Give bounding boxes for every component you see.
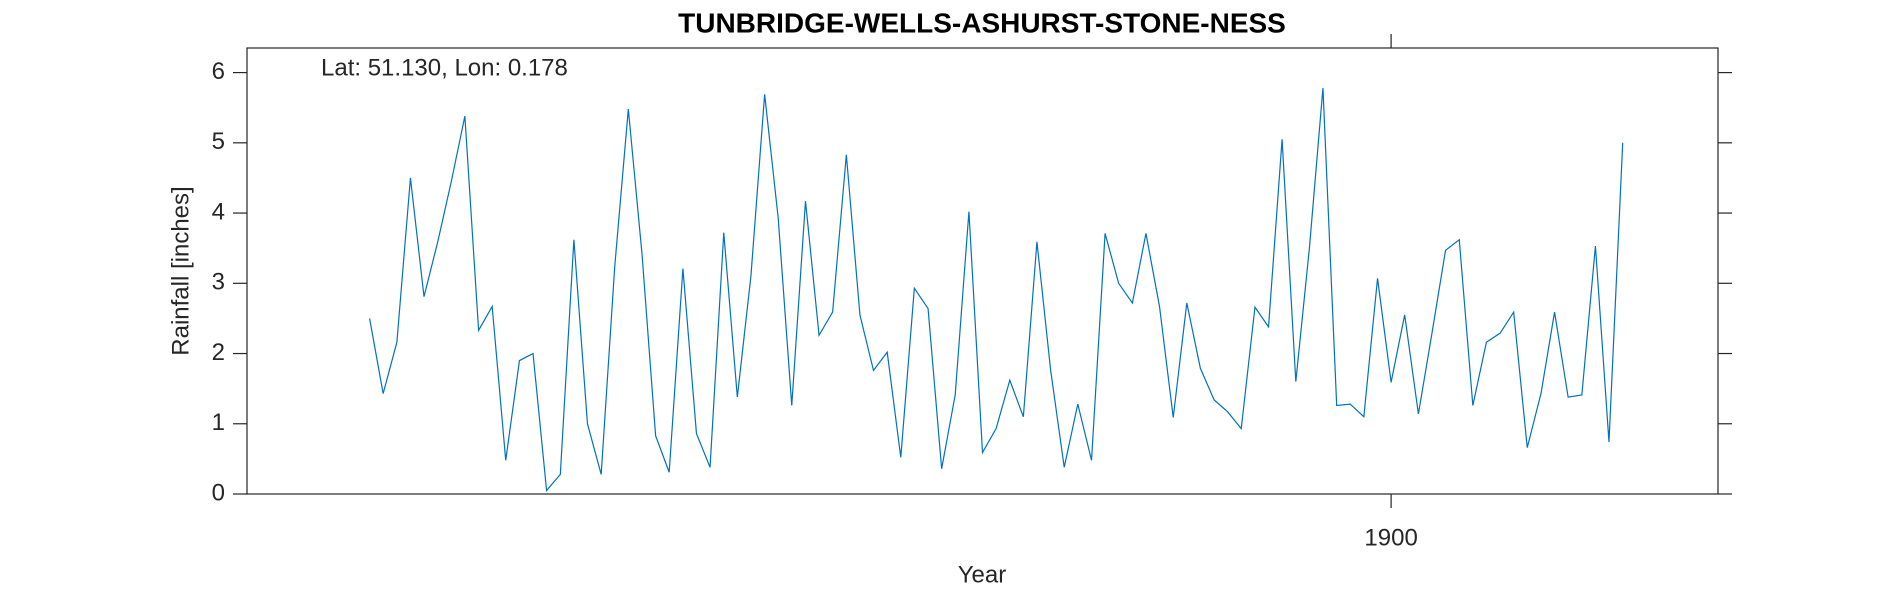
y-tick-label: 0 xyxy=(212,479,225,506)
x-tick-label: 1900 xyxy=(1364,524,1417,551)
data-line xyxy=(368,87,1624,492)
y-tick-label: 6 xyxy=(212,58,225,85)
y-tick-label: 4 xyxy=(212,198,225,225)
y-tick-label: 5 xyxy=(212,128,225,155)
y-tick-label: 2 xyxy=(212,339,225,366)
axes-box xyxy=(246,47,1719,495)
x-axis-label: Year xyxy=(958,561,1007,588)
y-tick-label: 1 xyxy=(212,409,225,436)
chart-title: TUNBRIDGE-WELLS-ASHURST-STONE-NESS xyxy=(678,7,1286,38)
annotation: Lat: 51.130, Lon: 0.178 xyxy=(321,54,568,81)
y-tick-label: 3 xyxy=(212,269,225,296)
y-axis-label: Rainfall [inches] xyxy=(167,186,194,355)
